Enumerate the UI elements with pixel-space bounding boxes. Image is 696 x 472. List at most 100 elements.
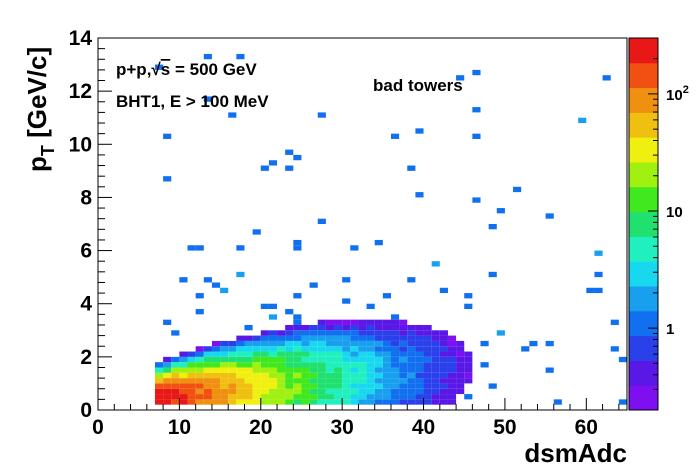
heatmap-cell bbox=[163, 133, 172, 139]
heatmap-cell bbox=[447, 340, 457, 347]
heatmap-cell bbox=[431, 351, 440, 357]
heatmap-cell bbox=[236, 362, 245, 368]
heatmap-cell bbox=[211, 362, 221, 368]
heatmap-cell bbox=[431, 346, 440, 352]
heatmap-cell bbox=[317, 319, 326, 325]
heatmap-cell bbox=[309, 330, 318, 336]
heatmap-cell bbox=[285, 351, 294, 357]
heatmap-cell bbox=[456, 75, 465, 81]
heatmap-cell bbox=[415, 351, 424, 357]
heatmap-cell bbox=[529, 340, 538, 347]
heatmap-cell bbox=[220, 399, 229, 405]
heatmap-cell bbox=[423, 383, 432, 389]
heatmap-cell bbox=[277, 383, 286, 389]
heatmap-cell bbox=[220, 378, 229, 384]
heatmap-cell bbox=[594, 271, 603, 278]
heatmap-cell bbox=[423, 388, 432, 395]
heatmap-cell bbox=[317, 340, 326, 347]
heatmap-cell bbox=[252, 362, 261, 368]
heatmap-cell bbox=[439, 372, 448, 379]
heatmap-cell bbox=[374, 330, 383, 336]
heatmap-cell bbox=[399, 367, 408, 373]
heatmap-cell bbox=[277, 346, 286, 352]
heatmap-cell bbox=[293, 394, 302, 400]
heatmap-cell bbox=[366, 324, 375, 331]
heatmap-cell bbox=[244, 340, 253, 347]
heatmap-cell bbox=[154, 372, 164, 379]
heatmap-cell bbox=[431, 372, 440, 379]
heatmap-cell bbox=[447, 399, 457, 405]
heatmap-cell bbox=[285, 309, 294, 315]
y-tick-label: 2 bbox=[80, 346, 92, 369]
colorbar-band bbox=[629, 112, 658, 138]
heatmap-cell bbox=[374, 367, 383, 373]
heatmap-cell bbox=[423, 330, 432, 336]
heatmap-cell bbox=[285, 330, 294, 336]
colorbar-tick-label: 1 bbox=[666, 321, 674, 338]
heatmap-cell bbox=[350, 346, 359, 352]
heatmap-cell bbox=[211, 372, 221, 379]
heatmap-cell bbox=[334, 383, 343, 389]
heatmap-cell bbox=[350, 324, 359, 331]
heatmap-cell bbox=[211, 394, 221, 400]
heatmap-cell bbox=[464, 362, 473, 368]
heatmap-cell bbox=[293, 239, 302, 246]
heatmap-cell bbox=[179, 394, 188, 400]
heatmap-cell bbox=[309, 372, 318, 379]
heatmap-cell bbox=[358, 330, 367, 336]
heatmap-cell bbox=[236, 378, 245, 384]
x-tick-label: 10 bbox=[168, 416, 191, 439]
heatmap-cell bbox=[374, 335, 383, 341]
heatmap-cell bbox=[211, 346, 221, 352]
heatmap-cell bbox=[431, 330, 440, 336]
heatmap-cell bbox=[285, 367, 294, 373]
heatmap-cell bbox=[285, 335, 294, 341]
heatmap-cell bbox=[594, 250, 603, 256]
heatmap-cell bbox=[260, 394, 269, 400]
heatmap-cell bbox=[407, 356, 416, 363]
heatmap-cell bbox=[244, 383, 253, 389]
heatmap-cell bbox=[236, 346, 245, 352]
heatmap-cell bbox=[285, 356, 294, 363]
heatmap-cell bbox=[228, 394, 237, 400]
heatmap-cell bbox=[366, 383, 375, 389]
heatmap-cells bbox=[154, 53, 627, 405]
heatmap-cell bbox=[317, 351, 326, 357]
heatmap-cell bbox=[211, 399, 221, 405]
heatmap-cell bbox=[187, 356, 196, 363]
heatmap-cell bbox=[366, 362, 375, 368]
heatmap-cell bbox=[277, 335, 286, 341]
heatmap-cell bbox=[431, 394, 440, 400]
heatmap-cell bbox=[187, 367, 196, 373]
heatmap-cell bbox=[350, 330, 359, 336]
heatmap-cell bbox=[399, 340, 408, 347]
colorbar-frame bbox=[628, 37, 659, 411]
heatmap-cell bbox=[293, 319, 302, 325]
heatmap-cell bbox=[301, 335, 310, 341]
heatmap-cell bbox=[431, 388, 440, 395]
heatmap-cell bbox=[447, 351, 457, 357]
heatmap-cell bbox=[350, 367, 359, 373]
heatmap-cell bbox=[431, 367, 440, 373]
heatmap-cell bbox=[358, 367, 367, 373]
heatmap-cell bbox=[277, 378, 286, 384]
heatmap-cell bbox=[407, 324, 416, 331]
heatmap-cell bbox=[447, 394, 457, 400]
heatmap-cell bbox=[195, 378, 204, 384]
heatmap-cell bbox=[399, 319, 408, 325]
heatmap-cell bbox=[350, 356, 359, 363]
heatmap-cell bbox=[244, 324, 253, 331]
heatmap-cell bbox=[268, 399, 278, 405]
heatmap-cell bbox=[317, 394, 326, 400]
heatmap-cell bbox=[244, 372, 253, 379]
heatmap-cell bbox=[285, 394, 294, 400]
colorbar-band bbox=[629, 87, 658, 113]
heatmap-cell bbox=[407, 340, 416, 347]
heatmap-cell bbox=[252, 356, 261, 363]
heatmap-cell bbox=[171, 356, 180, 363]
heatmap-cell bbox=[301, 362, 310, 368]
heatmap-cell bbox=[317, 367, 326, 373]
heatmap-cell bbox=[325, 340, 335, 347]
heatmap-cell bbox=[456, 388, 465, 395]
